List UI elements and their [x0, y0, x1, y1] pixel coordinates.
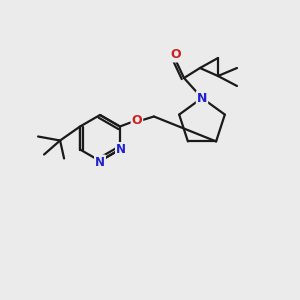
Text: N: N	[95, 155, 105, 169]
Text: O: O	[132, 114, 142, 127]
Text: O: O	[171, 49, 181, 62]
Text: N: N	[197, 92, 207, 104]
Text: N: N	[116, 143, 126, 156]
